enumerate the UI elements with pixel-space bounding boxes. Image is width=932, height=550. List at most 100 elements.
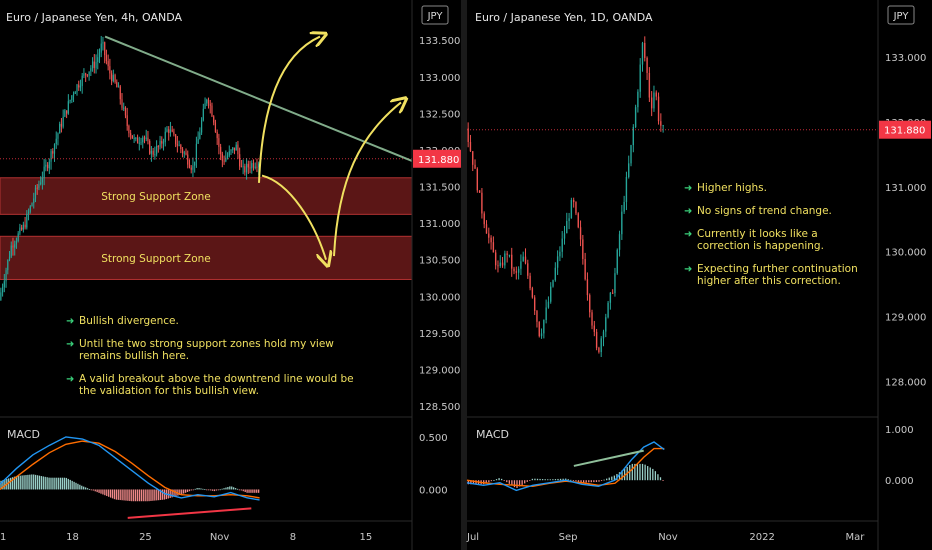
macd-histogram-bar xyxy=(23,475,25,490)
macd-tick-label: 0.000 xyxy=(419,485,448,496)
candle xyxy=(570,197,573,219)
macd-histogram-bar xyxy=(634,463,636,481)
candle xyxy=(123,102,125,112)
macd-histogram-bar xyxy=(659,477,662,481)
macd-label-1d: MACD xyxy=(476,428,509,441)
candle xyxy=(181,147,184,158)
macd-histogram-bar xyxy=(590,480,592,483)
candle xyxy=(145,129,147,142)
candle xyxy=(135,136,137,142)
macd-histogram-bar xyxy=(629,465,631,481)
macd-histogram-bar xyxy=(109,489,112,498)
candle xyxy=(575,201,577,216)
candle xyxy=(244,163,246,176)
macd-histogram-bar xyxy=(531,478,534,481)
candle xyxy=(40,176,42,186)
macd-histogram-bar xyxy=(84,487,87,490)
time-tick-label: 2022 xyxy=(749,532,774,543)
macd-histogram-bar xyxy=(90,489,93,491)
candle xyxy=(187,150,189,169)
candle xyxy=(513,266,515,275)
time-tick-label: 25 xyxy=(139,532,152,543)
macd-histogram-bar xyxy=(219,489,221,491)
candle xyxy=(29,205,31,214)
candle xyxy=(508,254,511,258)
candle xyxy=(490,235,492,250)
candle xyxy=(545,299,547,324)
candle xyxy=(589,293,591,318)
candle xyxy=(497,260,499,273)
macd-histogram-bar xyxy=(534,478,536,481)
candle xyxy=(595,328,598,351)
candle xyxy=(527,259,529,279)
candle xyxy=(190,165,192,174)
macd-histogram-bar xyxy=(19,475,21,490)
price-tick-label: 133.000 xyxy=(419,73,460,84)
macd-line xyxy=(466,441,665,492)
candle xyxy=(178,140,180,147)
macd-histogram-bar xyxy=(9,477,12,490)
candle xyxy=(650,91,653,117)
macd-histogram-bar xyxy=(559,478,562,481)
time-tick-label: 18 xyxy=(66,532,79,543)
candle xyxy=(249,160,251,174)
candle xyxy=(206,98,208,107)
candle xyxy=(107,54,109,71)
macd-histogram-bar xyxy=(227,486,229,490)
macd-histogram-bar xyxy=(86,488,89,490)
macd-histogram-bar xyxy=(169,489,171,498)
time-tick-label: Mar xyxy=(846,532,866,543)
candle xyxy=(0,287,2,301)
macd-histogram-bar xyxy=(552,479,554,481)
candle xyxy=(577,212,579,229)
pane-divider[interactable] xyxy=(461,0,467,550)
macd-histogram-bar xyxy=(15,476,18,490)
divergence-line xyxy=(127,507,252,519)
macd-histogram-bar xyxy=(539,478,541,481)
candle xyxy=(614,267,616,297)
candle xyxy=(556,250,559,275)
candle xyxy=(192,157,194,178)
annotation-text: Until the two strong support zones hold … xyxy=(79,338,334,362)
macd-histogram-bar xyxy=(240,489,242,491)
macd-histogram-bar xyxy=(654,471,657,481)
candle xyxy=(43,158,45,186)
candle xyxy=(618,230,621,257)
macd-histogram-bar xyxy=(521,480,523,485)
macd-histogram-bar xyxy=(541,479,544,481)
price-tick-label: 132.500 xyxy=(419,109,460,120)
annotation-item: ➜ No signs of trend change. xyxy=(684,205,832,217)
candle xyxy=(156,140,158,157)
candle xyxy=(83,68,85,79)
macd-histogram-bar xyxy=(565,478,567,481)
right-chart-pane[interactable]: ➜ Higher highs. ➜ No signs of trend change.… xyxy=(466,0,931,550)
candle xyxy=(559,246,561,262)
candle xyxy=(154,146,156,160)
macd-histogram-bar xyxy=(582,480,585,483)
candle xyxy=(209,100,211,114)
last-price-tag: 131.880 xyxy=(879,120,931,139)
candle xyxy=(533,295,536,315)
bullet-arrow-icon: ➜ xyxy=(66,339,74,350)
candle xyxy=(5,267,7,288)
macd-histogram-bar xyxy=(211,489,214,491)
price-tick-label: 131.000 xyxy=(885,183,926,194)
macd-histogram-bar xyxy=(61,477,64,490)
candle xyxy=(598,346,600,354)
currency-badge: JPY xyxy=(887,5,915,25)
macd-histogram-bar xyxy=(238,489,241,491)
price-tick-label: 130.500 xyxy=(419,256,460,267)
candle xyxy=(17,231,19,243)
annotation-item: ➜ Higher highs. xyxy=(684,182,767,194)
macd-histogram-bar xyxy=(148,489,150,502)
macd-histogram-bar xyxy=(647,466,649,481)
left-chart-pane[interactable]: Strong Support Zone Strong Support Zone ➜… xyxy=(0,0,465,550)
time-tick-label: Jul xyxy=(466,532,479,543)
annotation-item: ➜ Expecting further continuation higher af… xyxy=(684,263,858,287)
time-tick-label: 1 xyxy=(0,532,6,543)
candle xyxy=(169,121,172,137)
candle xyxy=(71,94,73,104)
macd-histogram-bar xyxy=(150,489,152,501)
macd-histogram-bar xyxy=(256,489,258,493)
candle xyxy=(150,146,153,162)
